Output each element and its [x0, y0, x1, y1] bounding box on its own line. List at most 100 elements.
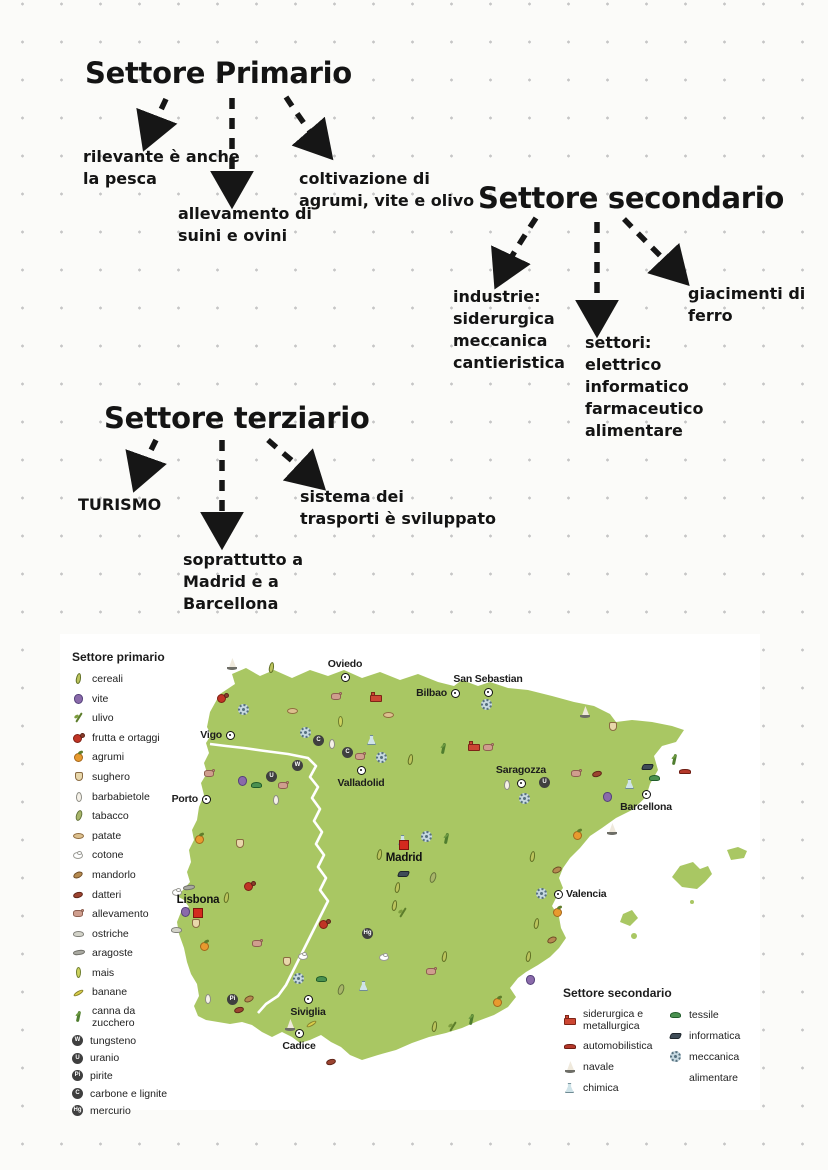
cereali-icon [438, 950, 452, 964]
legend-item: chimica [563, 1081, 655, 1095]
allevamento-icon [277, 779, 291, 793]
vite-icon [72, 692, 86, 706]
legend-secondary-col2: tessile informatica meccanica alimentare [669, 1008, 749, 1102]
cereali-icon [72, 672, 86, 686]
legend-item-label: allevamento [92, 908, 149, 921]
legend-primary: Settore primario cereali vite ulivo frutta … [72, 650, 202, 1123]
agrumi-icon [491, 995, 505, 1009]
mandorlo-icon [546, 933, 560, 947]
patate-icon [286, 704, 300, 718]
tabacco-icon [426, 871, 440, 885]
city-dot-marker [483, 687, 493, 697]
agrumi-icon [193, 832, 207, 846]
legend-item-label: aragoste [92, 947, 133, 960]
agrumi-icon [571, 828, 585, 842]
cereali-icon [404, 753, 418, 767]
capital-marker [399, 840, 409, 850]
legend-item-label: chimica [583, 1082, 619, 1095]
mais-icon [334, 715, 348, 729]
legend-item: aragoste [72, 946, 202, 960]
legend-item-label: meccanica [689, 1050, 740, 1063]
city-dot-marker [553, 889, 563, 899]
legend-primary-list: cereali vite ulivo frutta e ortaggi agrumi su… [72, 672, 202, 1118]
cotone-icon [297, 949, 311, 963]
legend-item: canna da zucchero [72, 1005, 202, 1029]
legend-item: alimentare [669, 1071, 749, 1085]
canna-icon [72, 1010, 86, 1024]
legend-item-label: canna da zucchero [92, 1005, 136, 1030]
ulivo-icon [72, 711, 86, 725]
tessile-icon [669, 1008, 683, 1022]
city-label: Siviglia [290, 1006, 326, 1018]
cereali-icon [526, 850, 540, 864]
legend-item: meccanica [669, 1050, 749, 1064]
legend-item: informatica [669, 1029, 749, 1043]
allevamento-icon [203, 767, 217, 781]
alimentare-icon [669, 1071, 683, 1085]
chimica-icon [365, 733, 379, 747]
legend-item: banane [72, 986, 202, 1000]
city-dot-marker [516, 778, 526, 788]
frutta-icon [72, 731, 86, 745]
legend-item: automobilistica [563, 1039, 655, 1053]
legend-item: datteri [72, 888, 202, 902]
automobilistica-icon [678, 764, 692, 778]
canna-icon [465, 1013, 479, 1027]
tertiary-branch-tourism: TURISMO [78, 495, 162, 514]
legend-item-label: tungsteno [90, 1034, 137, 1047]
legend-primary-title: Settore primario [72, 650, 165, 664]
mineral-icon [72, 1034, 84, 1047]
legend-item: mais [72, 966, 202, 980]
city-dot-marker [641, 789, 651, 799]
legend-item: tabacco [72, 809, 202, 823]
cereali-icon [265, 661, 279, 675]
canna-icon [437, 742, 451, 756]
legend-item-label: agrumi [92, 751, 125, 764]
meccanica-icon [237, 703, 251, 717]
spain-map-panel: Oviedo Bilbao San Sebastian Vigo Valladolid S… [60, 634, 760, 1117]
automobilistica-icon [563, 1039, 577, 1053]
legend-item: ulivo [72, 711, 202, 725]
banane-icon [72, 986, 86, 1000]
legend-item: cotone [72, 848, 202, 862]
navale-icon [578, 705, 592, 719]
meccanica-icon [518, 792, 532, 806]
ostriche-icon [170, 923, 184, 937]
alimentare-icon [338, 1040, 352, 1054]
legend-item: allevamento [72, 907, 202, 921]
meccanica-icon [535, 887, 549, 901]
city-dot-marker [303, 994, 313, 1004]
legend-item-label: uranio [90, 1052, 120, 1065]
tessile-icon [315, 972, 329, 986]
primary-branch-fishing: rilevante è anche la pesca [83, 147, 240, 189]
ostriche-icon [72, 927, 86, 941]
cereali-icon [522, 950, 536, 964]
siderurgica-icon [563, 1013, 577, 1027]
legend-item-label: barbabietole [92, 790, 150, 803]
city-label: Saragozza [495, 764, 547, 776]
city-label: Valencia [566, 888, 607, 900]
frutta-icon [318, 917, 332, 931]
chimica-icon [623, 777, 637, 791]
city-label: Bilbao [416, 687, 447, 699]
datteri-icon [72, 888, 86, 902]
arrow-tertiary-1 [125, 438, 167, 493]
arrow-secondary-3 [622, 217, 690, 286]
legend-item-label: carbone e lignite [90, 1087, 168, 1100]
meccanica-icon [299, 726, 313, 740]
secondary-branch-iron: giacimenti di ferro [688, 284, 806, 326]
tertiary-sector-title: Settore terziario [104, 401, 370, 435]
ibiza-island [620, 910, 638, 926]
legend-item-label: cereali [92, 672, 123, 685]
legend-item-label: tessile [689, 1008, 719, 1021]
mineral-icon [266, 771, 278, 783]
islet [690, 900, 694, 904]
sughero-icon [189, 917, 203, 931]
legend-item-label: banane [92, 986, 128, 999]
capital-marker [193, 908, 203, 918]
legend-item: tessile [669, 1008, 749, 1022]
cereali-icon [391, 881, 405, 895]
city-label: Valladolid [337, 777, 385, 789]
city-dot-marker [201, 794, 211, 804]
